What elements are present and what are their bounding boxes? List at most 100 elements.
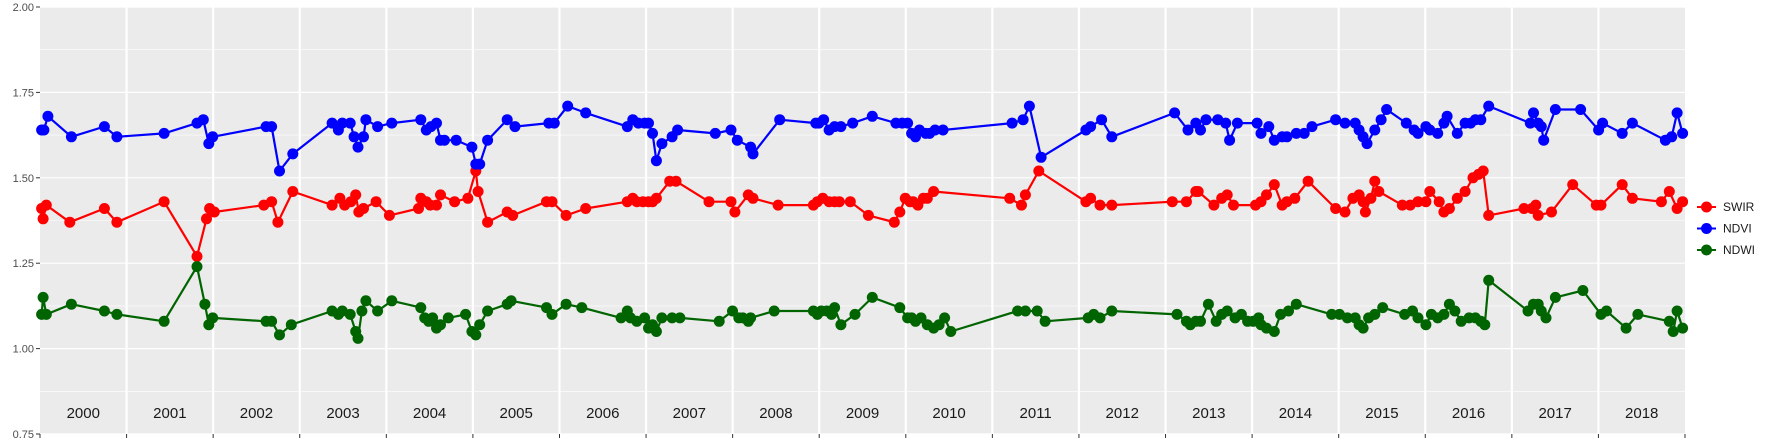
data-point-ndvi: [1096, 114, 1108, 126]
data-point-swir: [1518, 203, 1530, 214]
data-point-ndvi: [1375, 114, 1387, 126]
data-point-ndvi: [1182, 124, 1194, 136]
data-point-swir: [482, 216, 494, 228]
data-point-swir: [449, 196, 461, 208]
data-point-ndvi: [111, 131, 123, 143]
data-point-ndwi: [849, 308, 861, 320]
data-point-ndwi: [1039, 315, 1051, 327]
data-point-ndwi: [1577, 285, 1589, 296]
data-point-ndvi: [1451, 127, 1463, 139]
data-point-ndwi: [866, 291, 878, 303]
data-point-ndvi: [1298, 127, 1310, 139]
data-point-swir: [546, 196, 558, 208]
data-point-ndvi: [866, 110, 878, 122]
y-tick-label: 1.25: [13, 258, 34, 270]
year-label: 2012: [1106, 405, 1139, 422]
data-point-ndwi: [1195, 315, 1206, 327]
data-point-ndvi: [1281, 131, 1293, 143]
data-point-swir: [358, 203, 369, 214]
data-point-swir: [64, 216, 76, 228]
data-point-swir: [1019, 189, 1031, 201]
data-point-swir: [462, 192, 474, 204]
data-point-swir: [1532, 209, 1544, 221]
data-point-ndwi: [470, 329, 482, 341]
data-point-ndwi: [266, 315, 278, 327]
data-point-ndwi: [1341, 312, 1353, 324]
data-point-ndwi: [1677, 322, 1689, 334]
year-labels: 2000 2001 2002 2003 2004 2005 2006 2007 2008 2009…: [67, 405, 1659, 422]
data-point-ndvi: [352, 141, 364, 153]
data-point-swir: [844, 196, 856, 208]
data-point-ndvi: [509, 121, 521, 133]
legend-label: SWIR: [1723, 200, 1755, 214]
data-point-swir: [98, 203, 110, 214]
data-point-ndvi: [929, 124, 941, 136]
data-point-ndvi: [818, 114, 830, 126]
data-point-swir: [1530, 199, 1542, 211]
data-point-swir: [1616, 179, 1628, 191]
year-label: 2006: [586, 405, 619, 422]
data-point-swir: [1016, 199, 1027, 211]
data-point-ndvi: [207, 131, 219, 143]
data-point-swir: [1424, 186, 1436, 197]
data-point-swir: [431, 199, 442, 211]
data-point-ndwi: [1540, 312, 1552, 324]
data-point-swir: [650, 192, 662, 204]
data-point-ndvi: [1361, 138, 1373, 150]
x-axis: [39, 434, 1686, 438]
data-point-ndvi: [474, 158, 486, 170]
data-point-ndwi: [674, 312, 686, 324]
series-ndvi: [36, 100, 1689, 177]
data-point-swir: [158, 196, 170, 208]
data-point-swir: [413, 203, 424, 214]
data-point-ndvi: [937, 124, 949, 136]
data-point-ndwi: [546, 308, 558, 320]
data-point-ndvi: [1106, 131, 1118, 143]
data-point-ndwi: [1171, 308, 1183, 320]
data-point-ndwi: [40, 308, 52, 320]
data-point-swir: [1595, 199, 1607, 211]
data-point-swir: [208, 206, 220, 218]
data-point-ndvi: [197, 114, 209, 126]
data-point-ndvi: [1483, 100, 1495, 112]
data-point-swir: [747, 192, 759, 204]
data-point-ndvi: [1251, 117, 1263, 129]
data-point-ndwi: [1667, 326, 1679, 337]
data-point-ndvi: [1263, 121, 1275, 133]
data-point-ndvi: [482, 134, 494, 146]
data-point-ndwi: [1438, 308, 1450, 320]
legend-key-point: [1701, 201, 1712, 213]
data-point-ndvi: [656, 138, 668, 150]
data-point-ndvi: [158, 127, 170, 139]
data-point-ndwi: [656, 312, 668, 324]
year-label: 2005: [499, 405, 532, 422]
data-point-ndwi: [1632, 308, 1644, 320]
data-point-ndvi: [266, 121, 278, 133]
data-point-swir: [1655, 196, 1667, 208]
data-point-ndvi: [1035, 151, 1047, 163]
data-point-ndwi: [274, 329, 285, 341]
data-point-swir: [191, 250, 203, 262]
data-point-ndvi: [348, 131, 360, 143]
data-point-swir: [1330, 203, 1342, 214]
y-axis: 0.75 1.00 1.25 1.50 1.75 2.00: [13, 2, 40, 441]
data-point-ndwi: [1671, 305, 1683, 317]
data-point-ndwi: [1377, 302, 1389, 314]
data-point-swir: [1412, 196, 1424, 208]
data-point-swir: [1228, 199, 1239, 211]
data-point-ndwi: [666, 312, 678, 324]
data-point-ndvi: [1475, 114, 1487, 126]
data-point-swir: [272, 216, 284, 228]
data-point-ndvi: [1597, 117, 1609, 129]
data-point-ndvi: [731, 134, 743, 146]
data-point-ndvi: [372, 121, 384, 133]
data-point-ndwi: [285, 319, 297, 331]
data-point-ndvi: [1381, 104, 1393, 115]
data-point-swir: [1094, 199, 1106, 211]
data-point-ndwi: [344, 308, 356, 320]
data-point-ndvi: [1290, 127, 1302, 139]
data-point-swir: [1677, 196, 1689, 208]
data-point-ndwi: [713, 315, 725, 327]
year-label: 2008: [759, 405, 792, 422]
